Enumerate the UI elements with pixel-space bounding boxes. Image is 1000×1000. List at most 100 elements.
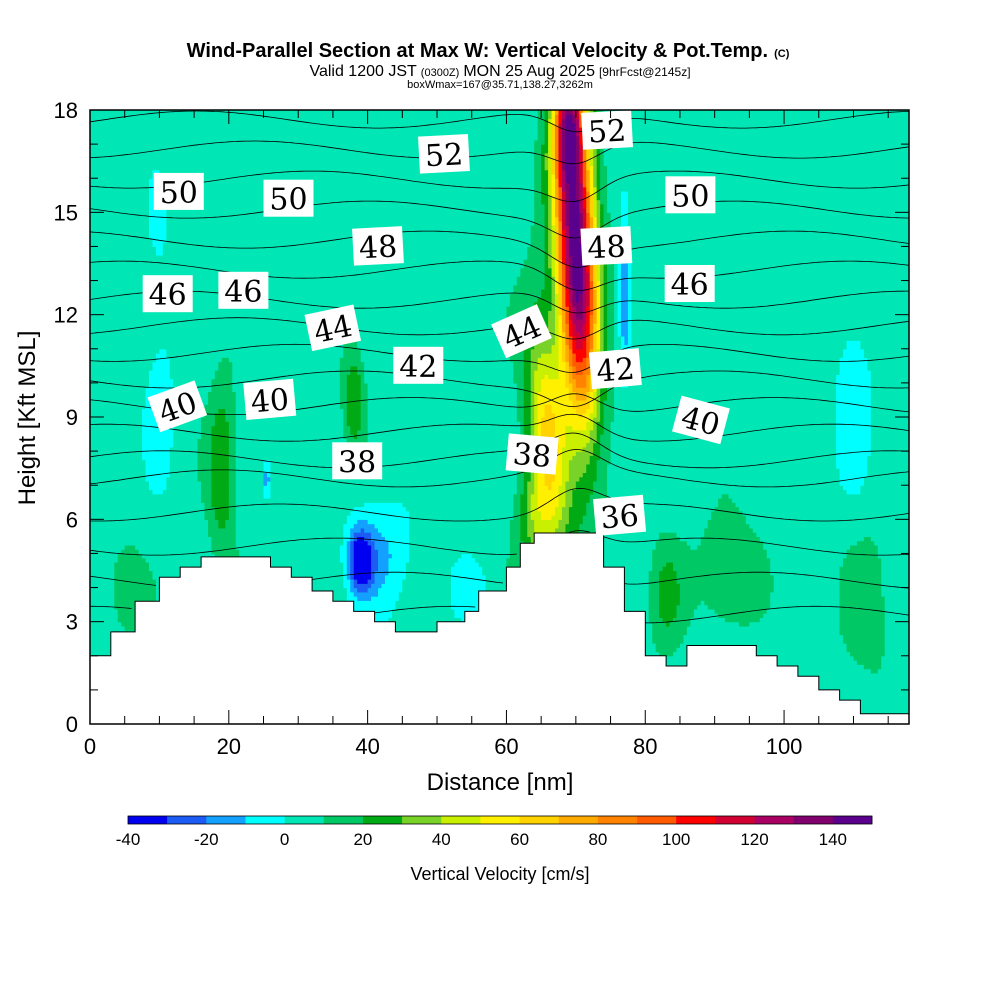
w-cell — [187, 489, 191, 494]
w-cell — [121, 229, 125, 234]
w-cell — [142, 519, 146, 524]
w-cell — [107, 302, 111, 307]
w-cell — [149, 251, 153, 256]
w-cell — [128, 434, 132, 439]
w-cell — [163, 140, 167, 145]
w-cell — [118, 426, 122, 431]
w-cell — [132, 391, 136, 396]
w-cell — [170, 251, 174, 256]
w-cell — [180, 345, 184, 350]
w-cell — [205, 336, 209, 341]
w-cell — [152, 264, 156, 269]
w-cell — [166, 558, 170, 563]
w-cell — [121, 306, 125, 311]
w-cell — [121, 281, 125, 286]
w-cell — [132, 417, 136, 422]
w-cell — [139, 336, 143, 341]
w-cell — [97, 187, 101, 192]
w-cell — [97, 532, 101, 537]
w-cell — [152, 259, 156, 264]
w-cell — [128, 566, 132, 571]
w-cell — [121, 264, 125, 269]
w-cell — [159, 562, 163, 567]
w-cell — [100, 511, 104, 516]
w-cell — [97, 178, 101, 183]
w-cell — [208, 489, 212, 494]
w-cell — [170, 451, 174, 456]
w-cell — [93, 114, 97, 119]
w-cell — [191, 221, 195, 226]
w-cell — [97, 315, 101, 320]
w-cell — [128, 217, 132, 222]
w-cell — [142, 528, 146, 533]
w-cell — [104, 549, 108, 554]
w-cell — [121, 374, 125, 379]
w-cell — [97, 639, 101, 644]
w-cell — [128, 264, 132, 269]
w-cell — [152, 255, 156, 260]
w-cell — [100, 532, 104, 537]
w-cell — [152, 246, 156, 251]
w-cell — [93, 234, 97, 239]
w-cell — [114, 148, 118, 153]
w-cell — [191, 353, 195, 358]
w-cell — [156, 153, 160, 158]
w-cell — [187, 315, 191, 320]
w-cell — [121, 302, 125, 307]
w-cell — [170, 553, 174, 558]
w-cell — [100, 489, 104, 494]
w-cell — [173, 315, 177, 320]
w-cell — [132, 541, 136, 546]
w-cell — [173, 119, 177, 124]
w-cell — [132, 353, 136, 358]
w-cell — [177, 379, 181, 384]
w-cell — [177, 477, 181, 482]
w-cell — [121, 161, 125, 166]
w-cell — [187, 519, 191, 524]
w-cell — [198, 127, 202, 132]
w-cell — [104, 451, 108, 456]
w-cell — [118, 276, 122, 281]
w-cell — [107, 387, 111, 392]
w-cell — [149, 204, 153, 209]
w-cell — [139, 494, 143, 499]
w-cell — [170, 515, 174, 520]
w-cell — [128, 468, 132, 473]
w-cell — [194, 562, 198, 567]
w-cell — [205, 489, 209, 494]
w-cell — [93, 229, 97, 234]
w-cell — [93, 626, 97, 631]
w-cell — [118, 136, 122, 141]
w-cell — [156, 545, 160, 550]
w-cell — [163, 114, 167, 119]
w-cell — [100, 396, 104, 401]
w-cell — [139, 362, 143, 367]
w-cell — [142, 264, 146, 269]
w-cell — [125, 157, 129, 162]
w-cell — [132, 148, 136, 153]
w-cell — [135, 195, 139, 200]
w-cell — [194, 306, 198, 311]
w-cell — [121, 536, 125, 541]
w-cell — [139, 187, 143, 192]
w-cell — [146, 489, 150, 494]
w-cell — [128, 588, 132, 593]
w-cell — [173, 268, 177, 273]
w-cell — [163, 327, 167, 332]
w-cell — [132, 119, 136, 124]
w-cell — [205, 502, 209, 507]
w-cell — [128, 182, 132, 187]
w-cell — [184, 148, 188, 153]
w-cell — [135, 549, 139, 554]
w-cell — [100, 596, 104, 601]
w-cell — [187, 545, 191, 550]
w-cell — [114, 140, 118, 145]
w-cell — [125, 536, 129, 541]
w-cell — [166, 255, 170, 260]
w-cell — [93, 553, 97, 558]
w-cell — [121, 366, 125, 371]
w-cell — [170, 157, 174, 162]
w-cell — [121, 387, 125, 392]
w-cell — [139, 123, 143, 128]
w-cell — [166, 362, 170, 367]
